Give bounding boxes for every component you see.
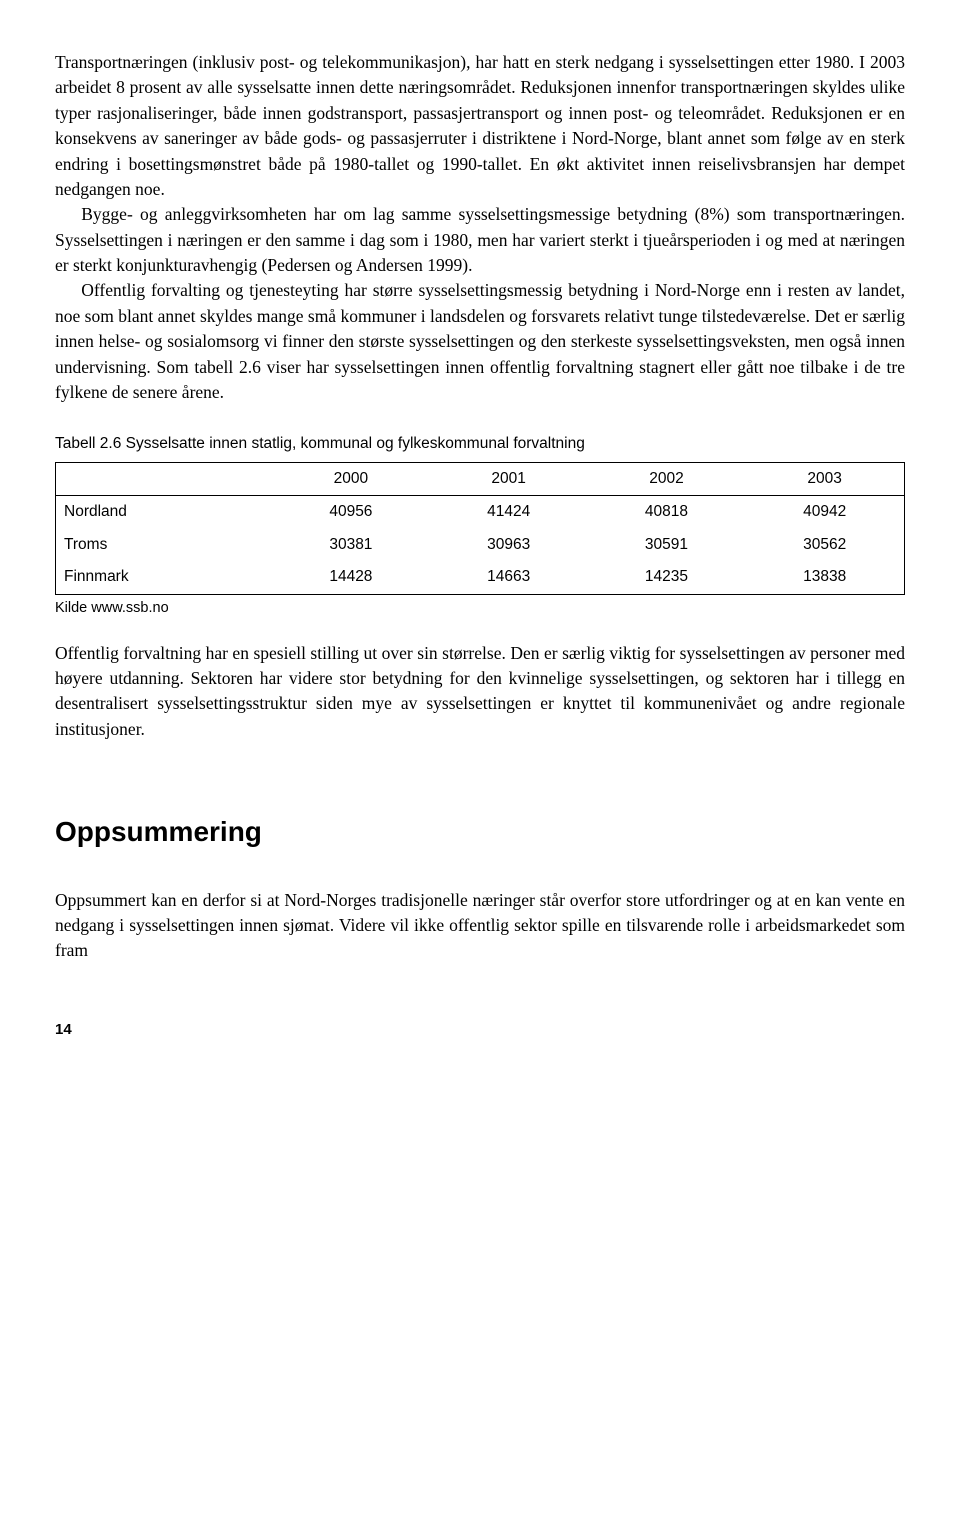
table-header-row: 2000 2001 2002 2003 (56, 462, 905, 495)
table-cell: 14235 (588, 561, 746, 594)
employment-table: 2000 2001 2002 2003 Nordland 40956 41424… (55, 462, 905, 595)
table-header-cell (56, 462, 273, 495)
table-header-cell: 2001 (430, 462, 588, 495)
table-row: Finnmark 14428 14663 14235 13838 (56, 561, 905, 594)
table-cell: 30591 (588, 529, 746, 561)
table-header-cell: 2003 (745, 462, 904, 495)
table-cell: Troms (56, 529, 273, 561)
table-row: Troms 30381 30963 30591 30562 (56, 529, 905, 561)
table-cell: 13838 (745, 561, 904, 594)
table-cell: 14663 (430, 561, 588, 594)
table-cell: 30963 (430, 529, 588, 561)
table-header-cell: 2000 (272, 462, 430, 495)
paragraph-1: Transportnæringen (inklusiv post- og tel… (55, 50, 905, 202)
table-cell: 14428 (272, 561, 430, 594)
table-cell: Finnmark (56, 561, 273, 594)
page-number: 14 (55, 1019, 905, 1041)
table-row: Nordland 40956 41424 40818 40942 (56, 496, 905, 529)
section-heading: Oppsummering (55, 812, 905, 853)
paragraph-3: Offentlig forvalting og tjenesteyting ha… (55, 278, 905, 405)
paragraph-2: Bygge- og anleggvirksomheten har om lag … (55, 202, 905, 278)
table-cell: 40942 (745, 496, 904, 529)
table-cell: 40956 (272, 496, 430, 529)
table-header-cell: 2002 (588, 462, 746, 495)
paragraph-5: Oppsummert kan en derfor si at Nord-Norg… (55, 888, 905, 964)
table-cell: Nordland (56, 496, 273, 529)
table-cell: 30381 (272, 529, 430, 561)
paragraph-4: Offentlig forvaltning har en spesiell st… (55, 641, 905, 743)
table-source: Kilde www.ssb.no (55, 598, 905, 619)
table-cell: 40818 (588, 496, 746, 529)
table-cell: 41424 (430, 496, 588, 529)
table-cell: 30562 (745, 529, 904, 561)
table-caption: Tabell 2.6 Sysselsatte innen statlig, ko… (55, 433, 905, 455)
